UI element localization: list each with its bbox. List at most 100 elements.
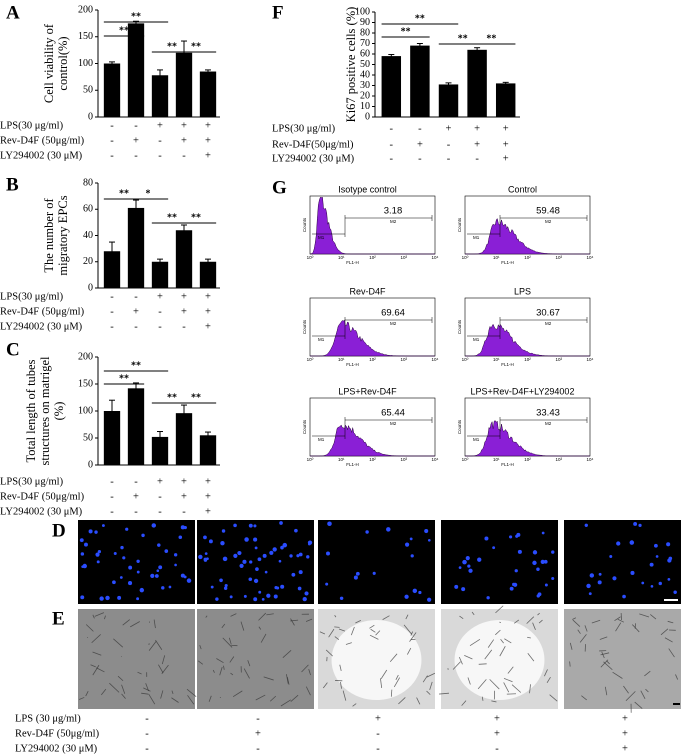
- flow-histogram: [310, 424, 435, 457]
- treatment-mark: -: [134, 150, 138, 161]
- tube-strand: [507, 666, 514, 674]
- tube-strand: [612, 671, 623, 679]
- error-bar: [157, 69, 163, 81]
- nucleus: [536, 567, 540, 572]
- x-axis-label: FL1-H: [501, 260, 514, 265]
- tube-strand: [581, 695, 587, 701]
- treatment-label: LY294002 (30 μM): [272, 153, 355, 164]
- bar: [151, 261, 169, 288]
- tube-strand: [406, 647, 412, 655]
- tube-strand: [603, 661, 613, 671]
- panel-label: E: [52, 608, 65, 629]
- nucleus: [173, 553, 178, 557]
- tube-strand: [208, 695, 212, 702]
- gate-label: M2: [390, 321, 397, 326]
- tube-strand: [422, 675, 428, 683]
- tube-strand: [223, 665, 225, 670]
- tube-strand: [606, 660, 610, 665]
- nucleus: [339, 596, 344, 601]
- nucleus: [80, 595, 85, 600]
- tube-strand: [158, 664, 164, 674]
- nucleus: [551, 550, 555, 554]
- tube-strand: [623, 685, 629, 694]
- nucleus: [94, 530, 98, 534]
- x-tick-label: 10³: [400, 357, 407, 362]
- flow-histogram: [465, 217, 590, 255]
- tube-strand: [319, 631, 326, 635]
- tube-strand: [489, 679, 500, 690]
- tube-strand: [639, 613, 650, 618]
- x-tick-label: 10²: [369, 255, 376, 260]
- nucleus: [424, 529, 429, 534]
- treatment-mark: -: [390, 123, 394, 134]
- tube-strand: [229, 656, 235, 663]
- nucleus: [655, 555, 659, 558]
- x-axis-label: FL1-H: [501, 462, 514, 467]
- tube-strand: [263, 676, 274, 681]
- treatment-mark: -: [182, 150, 186, 161]
- bar: [438, 84, 459, 117]
- tube-strand: [380, 678, 383, 689]
- tube-strand: [426, 690, 431, 695]
- y-tick-label: 20: [360, 90, 370, 101]
- error-bar: [157, 431, 163, 443]
- nucleus: [532, 550, 538, 555]
- treatment-mark: -: [110, 135, 114, 146]
- treatment-mark: +: [205, 150, 211, 161]
- treatment-mark: -: [447, 153, 451, 164]
- significance-label: **: [131, 360, 141, 371]
- tube-strand: [352, 703, 357, 707]
- treatment-mark: +: [622, 713, 628, 724]
- tube-strand: [305, 618, 313, 622]
- y-tick-label: 80: [360, 27, 370, 38]
- x-axis-label: FL1-H: [501, 362, 514, 367]
- nucleus: [386, 527, 391, 532]
- bar: [103, 251, 121, 288]
- tube-strand: [355, 620, 362, 624]
- y-tick-label: 0: [88, 111, 93, 122]
- y-axis-label: The number of: [42, 198, 56, 273]
- y-axis-label: Ki67 positive cells (%): [344, 7, 358, 123]
- significance-label: **: [191, 41, 201, 52]
- y-axis-label: Counts: [302, 319, 307, 334]
- significance-label: **: [167, 392, 177, 403]
- tube-strand: [280, 699, 292, 707]
- tube-strand: [640, 690, 646, 699]
- tube-strand: [615, 622, 622, 632]
- nucleus: [509, 586, 514, 591]
- nucleus: [584, 523, 588, 527]
- y-tick-label: 150: [78, 378, 93, 389]
- x-axis-label: FL1-H: [346, 260, 359, 265]
- tube-strand: [395, 674, 399, 680]
- flow-histogram: [309, 196, 435, 255]
- error-bar: [157, 258, 163, 265]
- gate-label: M2: [545, 321, 552, 326]
- nucleus: [248, 577, 253, 582]
- treatment-mark: -: [158, 506, 162, 517]
- gate-label: M1: [318, 437, 325, 442]
- treatment-mark: +: [622, 728, 628, 739]
- tube-strand: [148, 641, 157, 651]
- y-tick-label: 30: [360, 80, 370, 91]
- nucleus: [222, 556, 228, 562]
- nucleus: [551, 576, 555, 581]
- y-axis-label: control(%): [56, 36, 70, 90]
- tube-strand: [290, 618, 295, 626]
- nucleus: [540, 559, 545, 564]
- y-tick-label: 50: [360, 59, 370, 70]
- tube-strand: [334, 615, 337, 618]
- tube-strand: [403, 624, 412, 635]
- nucleus: [276, 586, 280, 590]
- treatment-label: LPS(30 μg/ml): [0, 476, 64, 487]
- nucleus: [198, 554, 203, 560]
- tube-strand: [393, 677, 400, 688]
- tube-strand: [464, 655, 473, 660]
- treatment-mark: +: [205, 135, 211, 146]
- bar: [151, 436, 169, 465]
- tube-strand: [495, 629, 501, 636]
- nucleus: [544, 583, 548, 587]
- error-bar: [181, 224, 187, 236]
- treatment-mark: +: [446, 123, 452, 134]
- x-tick-label: 10²: [369, 457, 376, 462]
